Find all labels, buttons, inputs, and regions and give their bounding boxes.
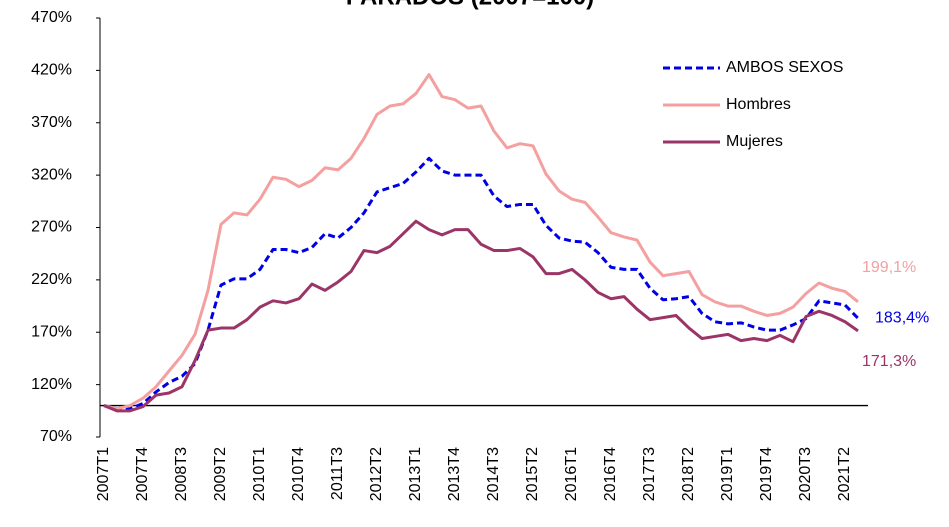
x-tick-label: 2016T1	[563, 447, 580, 501]
legend-label: AMBOS SEXOS	[726, 59, 843, 76]
y-tick-label: 420%	[31, 62, 72, 79]
x-tick-label: 2007T4	[134, 447, 151, 501]
data-label: 171,3%	[862, 353, 916, 370]
data-label: 199,1%	[862, 259, 916, 276]
x-tick-label: 2016T4	[602, 447, 619, 501]
legend-label: Mujeres	[726, 133, 783, 150]
x-tick-label: 2019T1	[719, 447, 736, 501]
x-tick-label: 2012T2	[368, 447, 385, 501]
x-tick-label: 2020T3	[797, 447, 814, 501]
x-tick-label: 2010T1	[251, 447, 268, 501]
x-tick-label: 2015T2	[524, 447, 541, 501]
x-tick-label: 2013T4	[446, 447, 463, 501]
x-tick-label: 2010T4	[290, 447, 307, 501]
x-tick-label: 2011T3	[329, 447, 346, 500]
series-line	[103, 219, 859, 413]
chart-title: PARADOS (2007=100)	[346, 0, 594, 10]
y-tick-label: 470%	[31, 9, 72, 26]
x-tick-label: 2018T2	[680, 447, 697, 501]
y-tick-label: 220%	[31, 271, 72, 288]
legend-label: Hombres	[726, 96, 791, 113]
y-tick-label: 70%	[40, 428, 72, 445]
series-line	[103, 156, 860, 411]
x-tick-label: 2009T2	[212, 447, 229, 501]
series-line	[103, 73, 859, 411]
y-tick-label: 320%	[31, 166, 72, 183]
x-tick-label: 2008T3	[173, 447, 190, 501]
y-tick-label: 170%	[31, 323, 72, 340]
y-tick-label: 270%	[31, 219, 72, 236]
x-tick-label: 2014T3	[485, 447, 502, 501]
y-tick-label: 120%	[31, 376, 72, 393]
x-tick-label: 2019T4	[758, 447, 775, 501]
x-tick-label: 2017T3	[641, 447, 658, 501]
x-tick-label: 2013T1	[407, 447, 424, 501]
x-tick-label: 2007T1	[95, 447, 112, 501]
y-tick-label: 370%	[31, 114, 72, 131]
x-tick-label: 2021T2	[836, 447, 853, 501]
data-label: 183,4%	[875, 309, 929, 326]
